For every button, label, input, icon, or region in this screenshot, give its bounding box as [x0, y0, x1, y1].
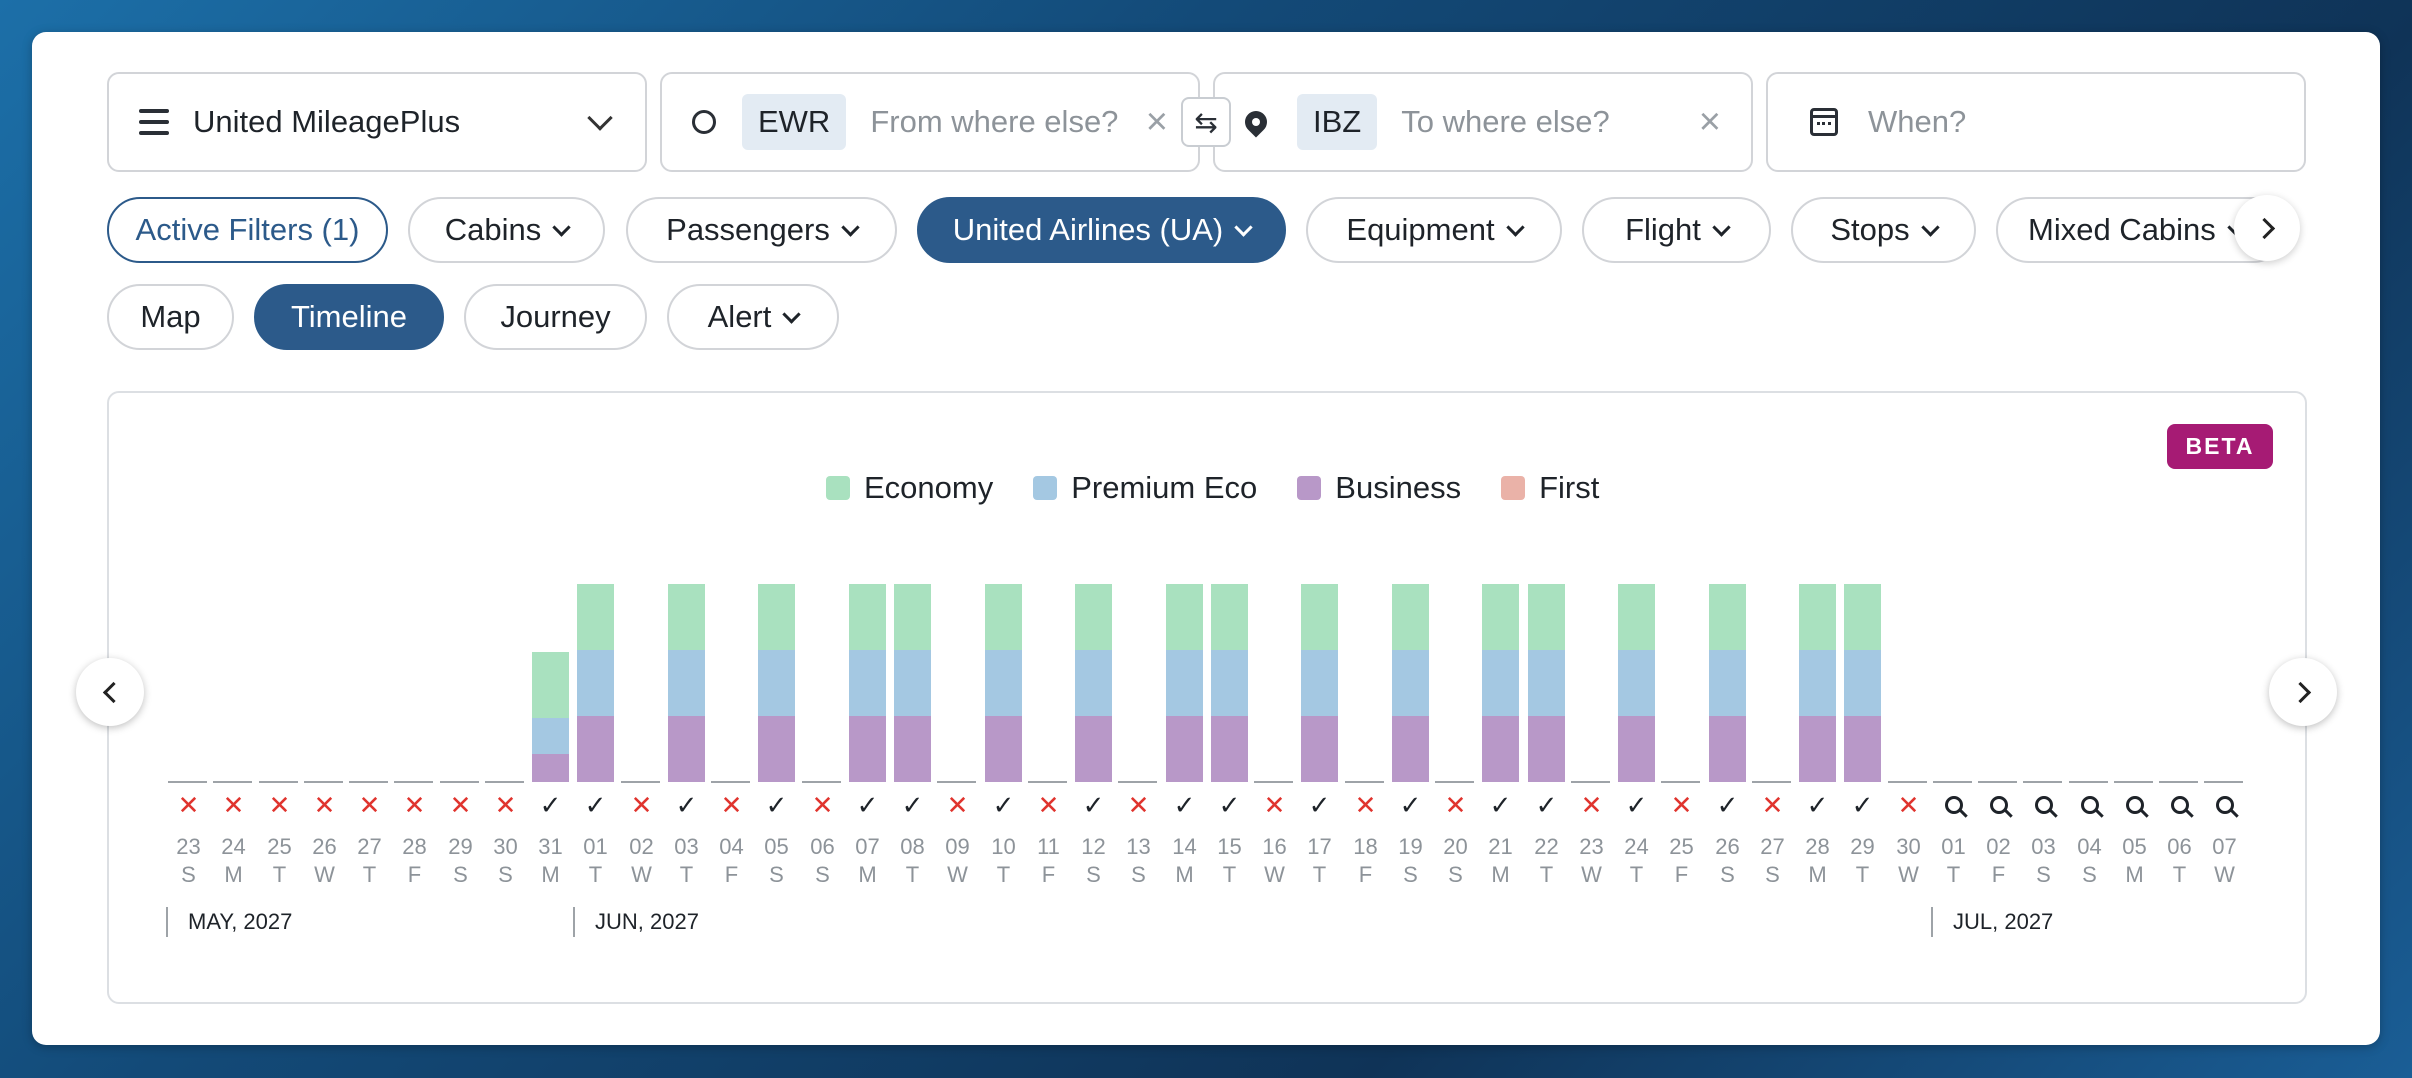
- destination-field[interactable]: IBZ To where else? ×: [1213, 72, 1753, 172]
- chevron-down-icon: [782, 304, 802, 324]
- legend-premium-eco[interactable]: Premium Eco: [1033, 470, 1257, 506]
- view-journey-label: Journey: [500, 299, 611, 334]
- legend-label: First: [1539, 470, 1600, 505]
- view-journey-button[interactable]: Journey: [464, 284, 647, 350]
- legend-swatch: [826, 476, 850, 500]
- alert-button[interactable]: Alert: [667, 284, 839, 350]
- date-input[interactable]: When?: [1868, 104, 1967, 139]
- filters-scroll-right-button[interactable]: [2234, 195, 2300, 261]
- origin-circle-icon: [692, 110, 716, 134]
- beta-badge: BETA: [2167, 424, 2273, 469]
- chevron-down-icon: [587, 105, 613, 131]
- destination-clear-icon[interactable]: ×: [1698, 101, 1721, 143]
- program-select[interactable]: United MileagePlus: [107, 72, 647, 172]
- swap-button[interactable]: ⇆: [1181, 97, 1231, 147]
- stops-filter[interactable]: Stops: [1791, 197, 1976, 263]
- chevron-down-icon: [1234, 217, 1253, 237]
- legend-swatch: [1297, 476, 1322, 500]
- passengers-filter[interactable]: Passengers: [626, 197, 897, 263]
- chevron-down-icon: [1505, 217, 1525, 237]
- program-label: United MileagePlus: [193, 104, 461, 139]
- timeline-prev-button[interactable]: [76, 658, 144, 726]
- legend-label: Business: [1335, 470, 1462, 505]
- chevron-down-icon: [552, 217, 571, 237]
- chevron-left-icon: [102, 681, 124, 703]
- airline-filter[interactable]: United Airlines (UA): [917, 197, 1286, 263]
- destination-input[interactable]: To where else?: [1401, 104, 1610, 139]
- view-map-button[interactable]: Map: [107, 284, 234, 350]
- timeline-next-button[interactable]: [2269, 658, 2337, 726]
- equipment-label: Equipment: [1346, 212, 1495, 247]
- legend-swatch: [1033, 476, 1058, 500]
- legend-economy[interactable]: Economy: [826, 470, 993, 506]
- location-pin-icon: [1240, 106, 1272, 138]
- view-timeline-button[interactable]: Timeline: [254, 284, 444, 350]
- legend-label: Economy: [864, 470, 994, 505]
- timeline-panel: [107, 391, 2307, 1004]
- chevron-right-icon: [2289, 681, 2311, 703]
- cabins-label: Cabins: [444, 212, 542, 247]
- origin-clear-icon[interactable]: ×: [1145, 101, 1168, 143]
- cabins-filter[interactable]: Cabins: [408, 197, 605, 263]
- flight-filter[interactable]: Flight: [1582, 197, 1771, 263]
- legend-business[interactable]: Business: [1297, 470, 1461, 506]
- dest-code-chip[interactable]: IBZ: [1297, 94, 1378, 150]
- menu-icon: [139, 109, 169, 135]
- legend-swatch: [1501, 476, 1526, 500]
- legend-first[interactable]: First: [1501, 470, 1599, 506]
- view-map-label: Map: [140, 299, 201, 334]
- active-filters-button[interactable]: Active Filters (1): [107, 197, 388, 263]
- origin-input[interactable]: From where else?: [870, 104, 1119, 139]
- active-filters-label: Active Filters (1): [135, 212, 360, 247]
- origin-field[interactable]: EWR From where else? ×: [660, 72, 1200, 172]
- alert-label: Alert: [707, 299, 772, 334]
- equipment-filter[interactable]: Equipment: [1306, 197, 1562, 263]
- chevron-down-icon: [841, 217, 860, 237]
- flight-label: Flight: [1625, 212, 1701, 247]
- date-field[interactable]: When?: [1766, 72, 2306, 172]
- view-timeline-label: Timeline: [291, 299, 407, 334]
- passengers-label: Passengers: [666, 212, 830, 247]
- chevron-down-icon: [1920, 217, 1940, 237]
- airline-label: United Airlines (UA): [952, 212, 1224, 247]
- chevron-down-icon: [1712, 217, 1731, 237]
- origin-code-chip[interactable]: EWR: [742, 94, 847, 150]
- stops-label: Stops: [1830, 212, 1910, 247]
- mixed-cabins-label: Mixed Cabins: [2028, 212, 2216, 247]
- chevron-right-icon: [2253, 217, 2275, 239]
- calendar-icon: [1810, 108, 1838, 136]
- cabin-legend: Economy Premium Eco Business First: [826, 470, 1599, 506]
- legend-label: Premium Eco: [1071, 470, 1258, 505]
